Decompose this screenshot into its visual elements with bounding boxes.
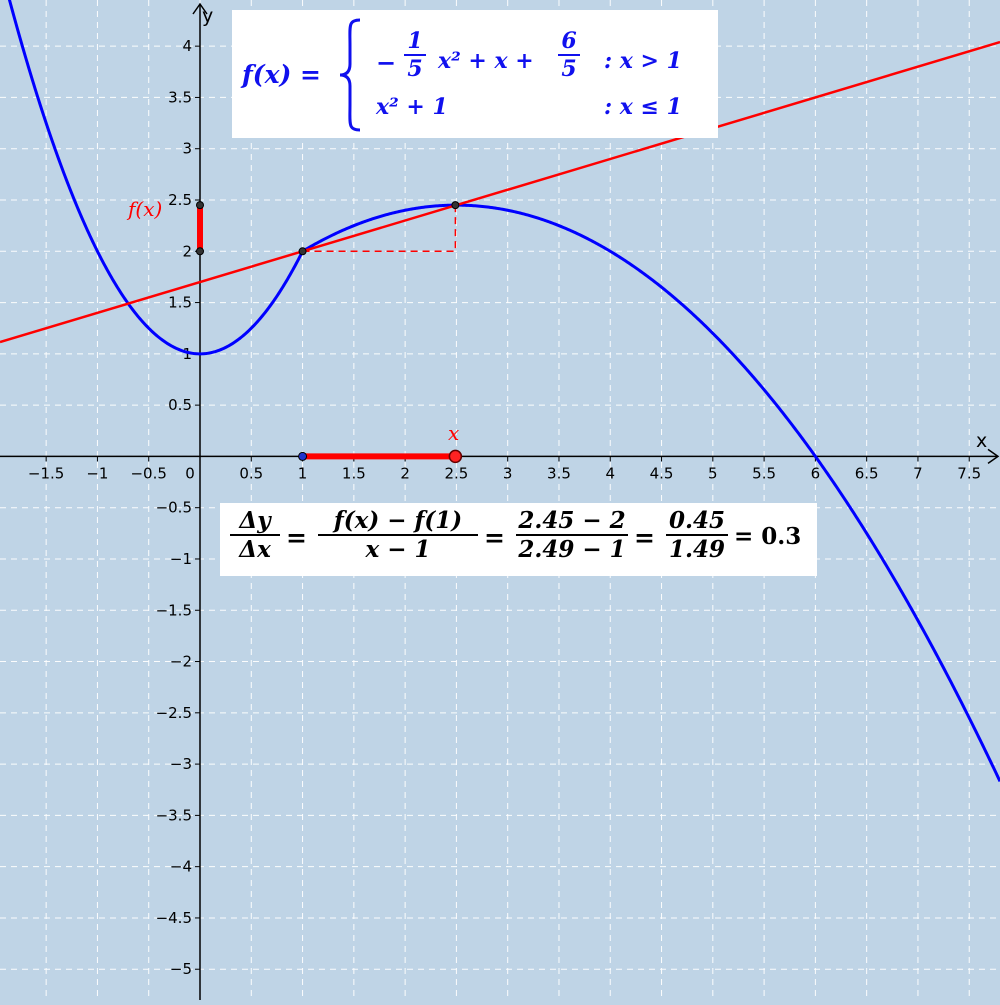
y-tick-label: −5 xyxy=(170,960,192,978)
point-start xyxy=(298,247,307,256)
quotient-result: = 0.3 xyxy=(734,523,802,550)
x-tick-label: 3 xyxy=(503,464,513,482)
y-tick-label: 1 xyxy=(182,345,192,363)
secant-line xyxy=(0,40,1000,344)
y-tick-label: 2.5 xyxy=(168,191,192,209)
fraction-bar xyxy=(516,534,628,536)
difference-quotient-box: Δy Δx = f(x) − f(1) x − 1 = 2.45 − 2 2.4… xyxy=(220,503,817,576)
y-tick-label: 3 xyxy=(182,140,192,158)
quotient-delta-x: Δx xyxy=(239,536,271,563)
quotient-fraction-general: f(x) − f(1) x − 1 xyxy=(318,507,478,563)
y-tick-label: 1.5 xyxy=(168,294,192,312)
piece1-fraction-1: 1 5 xyxy=(404,28,426,82)
fraction-bar xyxy=(666,534,728,536)
piece1-condition: : x > 1 xyxy=(604,48,682,74)
function-curve xyxy=(7,0,1000,782)
equals-sign-1: = xyxy=(286,523,307,552)
x-tick-label: 3.5 xyxy=(547,464,571,482)
y-tick-label: −3 xyxy=(170,755,192,773)
piece1-minus: − xyxy=(376,48,397,77)
brace-icon xyxy=(336,16,366,139)
piece1-fraction-2: 6 5 xyxy=(558,28,580,82)
y-tick-label: −2.5 xyxy=(156,704,192,722)
x-tick-label: −1.5 xyxy=(28,464,64,482)
piece2-expression: x² + 1 xyxy=(376,94,448,120)
equals-sign-2: = xyxy=(484,523,505,552)
piece1-rest: x² + x + xyxy=(438,48,534,74)
y-axis-label: y xyxy=(202,5,213,27)
y-tick-label: −4.5 xyxy=(156,909,192,927)
y-tick-label: 4 xyxy=(182,37,192,55)
quotient-fraction-simplified: 0.45 1.49 xyxy=(666,507,728,563)
x-tick-label: 2.5 xyxy=(444,464,468,482)
x-tick-label: 1 xyxy=(298,464,308,482)
piece2-condition: : x ≤ 1 xyxy=(604,94,682,120)
y-tick-label: 2 xyxy=(182,242,192,260)
piece1-fraction-1-num: 1 xyxy=(407,28,423,54)
x-tick-label: 6.5 xyxy=(855,464,879,482)
fraction-bar xyxy=(318,534,478,536)
quotient-fraction-values: 2.45 − 2 2.49 − 1 xyxy=(516,507,628,563)
y-tick-label: −0.5 xyxy=(156,499,192,517)
point-x-label: x xyxy=(448,421,459,445)
x-tick-label: 4 xyxy=(605,464,615,482)
formula-lhs: f(x) = xyxy=(242,60,321,89)
x-tick-label: 4.5 xyxy=(650,464,674,482)
x-tick-label: 2 xyxy=(400,464,410,482)
y-tick-label: −1 xyxy=(170,550,192,568)
fraction-bar xyxy=(558,54,580,56)
point-y-axis-f1 xyxy=(196,247,204,256)
point-y-axis-fx xyxy=(196,201,204,210)
quotient-values-num: 2.45 − 2 xyxy=(518,507,626,534)
quotient-fraction-delta: Δy Δx xyxy=(230,507,280,563)
y-tick-label: −1.5 xyxy=(156,601,192,619)
x-tick-label: 1.5 xyxy=(342,464,366,482)
quotient-simplified-num: 0.45 xyxy=(668,507,726,534)
piece1-fraction-2-num: 6 xyxy=(561,28,577,54)
point-end xyxy=(451,201,460,210)
piece1-fraction-2-den: 5 xyxy=(561,56,577,82)
chart-marks xyxy=(0,0,1000,782)
y-tick-label: −3.5 xyxy=(156,806,192,824)
quotient-general-den: x − 1 xyxy=(365,536,431,563)
x-tick-label: −1 xyxy=(86,464,108,482)
y-axis-arrow-icon xyxy=(192,2,208,15)
y-tick-label: 3.5 xyxy=(168,88,192,106)
fx-label: f(x) xyxy=(126,197,162,221)
quotient-values-den: 2.49 − 1 xyxy=(518,536,626,563)
x-axis-arrow-icon xyxy=(987,448,1000,465)
x-axis-label: x xyxy=(976,430,987,452)
function-definition-box: f(x) = − 1 5 x² + x + 6 5 : x > 1 x² + 1… xyxy=(232,10,718,138)
point-x-axis-one xyxy=(298,451,308,461)
y-tick-label: −2 xyxy=(170,653,192,671)
y-tick-label: 0.5 xyxy=(168,396,192,414)
y-tick-label: −4 xyxy=(170,858,192,876)
fraction-bar xyxy=(404,54,426,56)
draggable-point-x[interactable] xyxy=(448,449,463,464)
x-tick-label: 0 xyxy=(185,464,195,482)
tick-labels: −1.5 −1 −0.5 0 0.5 1 1.5 2 2.5 3 3.5 4 4.5 5 5.5 6 6.5 7 7… xyxy=(28,37,981,978)
fraction-bar xyxy=(230,534,280,536)
equals-sign-3: = xyxy=(634,523,655,552)
x-tick-label: 5.5 xyxy=(752,464,776,482)
x-tick-label: −0.5 xyxy=(130,464,166,482)
x-tick-label: 6 xyxy=(811,464,821,482)
x-tick-label: 5 xyxy=(708,464,718,482)
slope-triangle xyxy=(302,205,457,253)
x-tick-label: 0.5 xyxy=(239,464,263,482)
x-tick-label: 7.5 xyxy=(957,464,981,482)
quotient-general-num: f(x) − f(1) xyxy=(333,507,463,534)
quotient-simplified-den: 1.49 xyxy=(668,536,726,563)
quotient-delta-y: Δy xyxy=(239,507,271,534)
x-tick-label: 7 xyxy=(913,464,923,482)
piece1-fraction-1-den: 5 xyxy=(407,56,423,82)
